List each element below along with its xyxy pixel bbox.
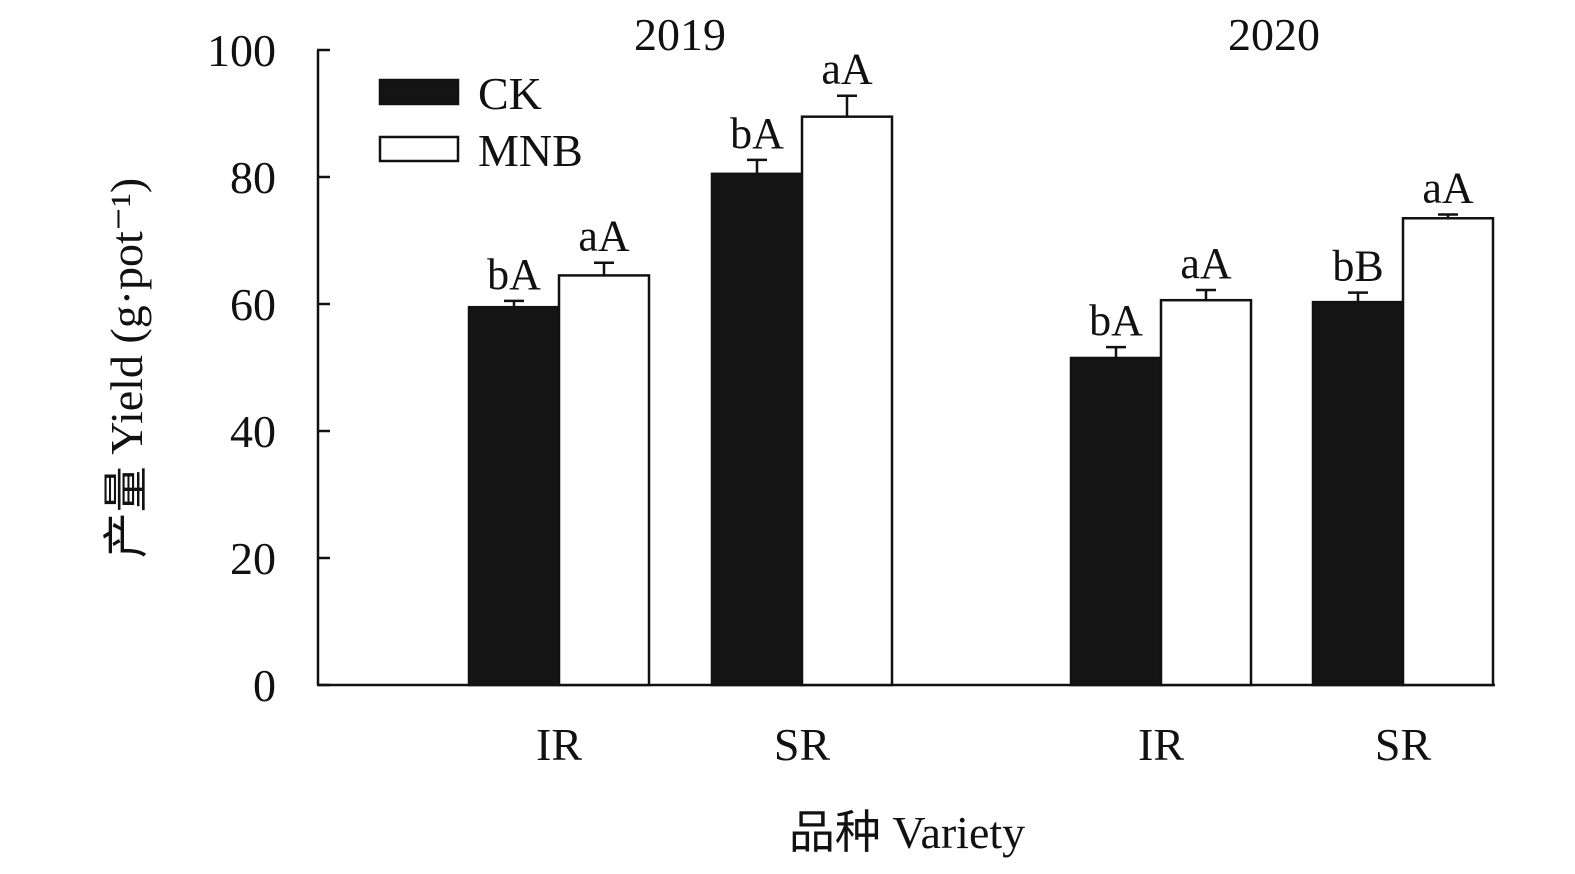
significance-label: bB — [1332, 242, 1383, 291]
x-axis: IR SR IR SR — [318, 683, 1495, 770]
x-tick-label: SR — [1375, 719, 1432, 770]
significance-label: aA — [1180, 239, 1232, 288]
x-tick-label: SR — [774, 719, 831, 770]
legend-label: CK — [478, 68, 542, 119]
bar — [710, 172, 804, 687]
y-tick-label: 100 — [207, 25, 276, 76]
significance-label: bA — [487, 250, 541, 299]
x-axis-title: 品种 Variety — [789, 807, 1025, 858]
significance-label: aA — [1422, 163, 1474, 212]
legend-label: MNB — [478, 125, 583, 176]
significance-label: aA — [821, 45, 873, 94]
significance-label: aA — [578, 212, 630, 261]
y-tick-label: 60 — [230, 279, 276, 330]
bar — [1069, 356, 1163, 687]
panel-title: 2020 — [1228, 9, 1320, 60]
bar — [1401, 217, 1495, 687]
y-axis-title: 产量 Yield (g·pot⁻¹) — [101, 178, 152, 558]
legend: CK MNB — [378, 68, 583, 176]
panel-title: 2019 — [634, 9, 726, 60]
bar — [1311, 300, 1405, 687]
bar — [800, 115, 894, 687]
x-tick-label: IR — [1138, 719, 1184, 770]
y-tick-label: 20 — [230, 533, 276, 584]
legend-swatch — [378, 78, 460, 106]
legend-swatch — [378, 135, 460, 163]
bar-series — [467, 94, 1495, 687]
bar — [467, 305, 561, 687]
bar — [557, 274, 651, 687]
y-tick-label: 80 — [230, 152, 276, 203]
y-tick-label: 40 — [230, 406, 276, 457]
x-tick-label: IR — [536, 719, 582, 770]
significance-label: bA — [1089, 296, 1143, 345]
significance-label: bA — [730, 109, 784, 158]
bar — [1159, 298, 1253, 687]
y-tick-label: 0 — [253, 660, 276, 711]
y-axis: 0 20 40 60 80 100 — [207, 25, 330, 711]
